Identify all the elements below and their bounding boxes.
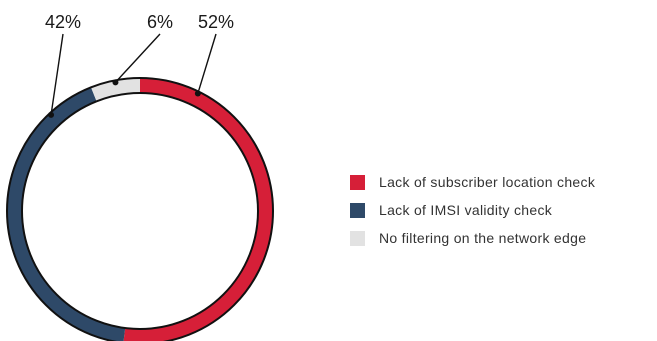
value-label-location-check: 52% — [198, 12, 234, 32]
legend-label-imsi-check: Lack of IMSI validity check — [379, 202, 553, 218]
callout-dot-imsi-check — [48, 111, 55, 118]
legend-swatch-imsi-check — [350, 202, 365, 218]
callout-dot-location-check — [194, 90, 201, 97]
legend-swatch-network-edge — [350, 230, 365, 246]
value-label-imsi-check: 42% — [45, 12, 81, 32]
legend: Lack of subscriber location check Lack o… — [350, 172, 595, 256]
donut-ring — [6, 77, 274, 341]
legend-item-network-edge: No filtering on the network edge — [350, 228, 595, 248]
callout-dot-network-edge — [112, 79, 119, 86]
legend-label-network-edge: No filtering on the network edge — [379, 230, 587, 246]
value-label-network-edge: 6% — [147, 12, 173, 32]
legend-item-location-check: Lack of subscriber location check — [350, 172, 595, 192]
callout-lines — [48, 33, 217, 118]
legend-swatch-location-check — [350, 174, 365, 190]
legend-label-location-check: Lack of subscriber location check — [379, 174, 596, 190]
callout-line-location-check — [197, 33, 217, 94]
callout-line-imsi-check — [50, 33, 64, 115]
callout-line-network-edge — [114, 33, 161, 83]
donut-slice-network-edge — [91, 78, 141, 102]
donut-outer-outline — [6, 77, 274, 341]
donut-inner-outline — [21, 92, 259, 330]
donut-slice-location-check — [123, 78, 273, 341]
donut-slice-imsi-check — [7, 87, 126, 341]
legend-item-imsi-check: Lack of IMSI validity check — [350, 200, 595, 220]
